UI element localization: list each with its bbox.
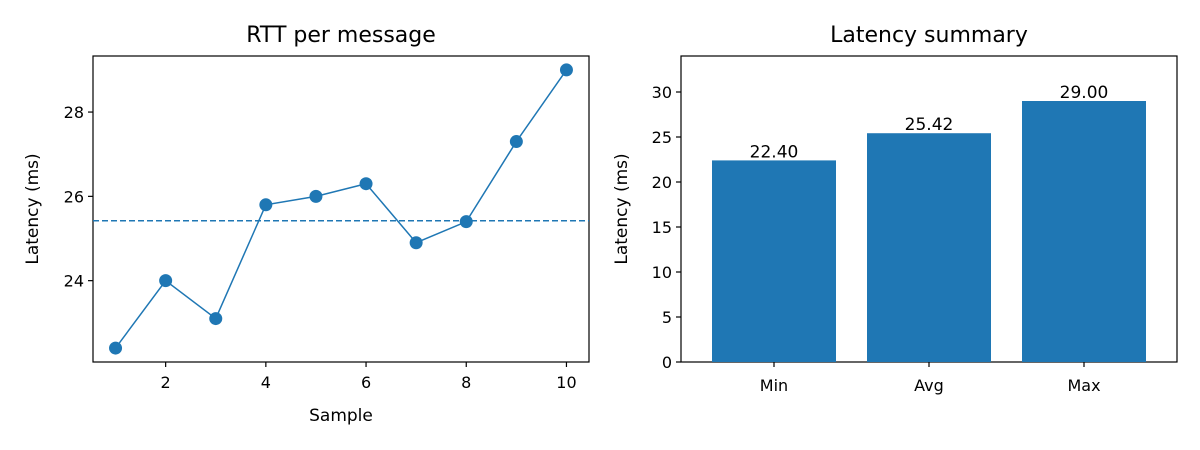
bar-chart-y-tick-label: 5 [662, 308, 672, 327]
line-chart-x-tick-label: 10 [556, 373, 576, 392]
line-chart-point [309, 189, 323, 203]
bar-chart-x-tick-label: Avg [914, 376, 944, 395]
bar-chart-x-tick-label: Min [760, 376, 788, 395]
bar-min [712, 160, 836, 362]
line-chart-y-label: Latency (ms) [23, 153, 43, 264]
line-chart-point [209, 312, 223, 326]
line-chart-point [459, 215, 473, 229]
bar-avg [867, 133, 991, 362]
line-chart-plot-area [92, 55, 590, 363]
bar-chart-y-tick-label: 30 [652, 83, 672, 102]
line-chart-y-tick-label: 26 [64, 187, 84, 206]
bar-chart-x-ticks: Min Avg Max [760, 362, 1101, 395]
line-chart-y-tick-label: 28 [64, 103, 84, 122]
line-chart-x-tick-label: 2 [161, 373, 171, 392]
bar-chart-y-label: Latency (ms) [612, 153, 632, 264]
bar-chart-y-tick-label: 15 [652, 218, 672, 237]
line-chart-points [109, 63, 573, 355]
line-chart-point [109, 341, 123, 355]
line-chart-title: RTT per message [246, 23, 436, 48]
line-chart-point [559, 63, 573, 77]
line-chart-x-ticks: 2 4 6 8 10 [161, 362, 577, 392]
line-chart-x-tick-label: 6 [361, 373, 371, 392]
line-chart-y-ticks: 24 26 28 [64, 103, 93, 291]
bar-data-label: 25.42 [905, 115, 954, 135]
bar-chart-x-tick-label: Max [1067, 376, 1100, 395]
bar-chart-bars: 22.40 25.42 29.00 [712, 83, 1146, 362]
bar-chart-y-tick-label: 20 [652, 173, 672, 192]
line-chart-y-tick-label: 24 [64, 272, 84, 291]
line-chart-point [509, 135, 523, 149]
line-chart-point [259, 198, 273, 212]
bar-chart-y-ticks: 0 5 10 15 20 25 30 [652, 83, 681, 372]
bar-chart-title: Latency summary [830, 23, 1028, 48]
line-chart-series-line [114, 69, 568, 349]
line-chart-point [409, 236, 423, 250]
line-chart-x-label: Sample [309, 406, 373, 426]
line-chart-x-tick-label: 4 [261, 373, 271, 392]
bar-chart-y-tick-label: 0 [662, 353, 672, 372]
bar-max [1022, 101, 1146, 362]
line-chart-x-tick-label: 8 [461, 373, 471, 392]
bar-chart-y-tick-label: 10 [652, 263, 672, 282]
bar-chart-y-tick-label: 25 [652, 128, 672, 147]
bar-data-label: 22.40 [750, 142, 799, 162]
line-chart-point [159, 274, 173, 288]
line-chart-point [359, 177, 373, 191]
bar-data-label: 29.00 [1060, 83, 1109, 103]
